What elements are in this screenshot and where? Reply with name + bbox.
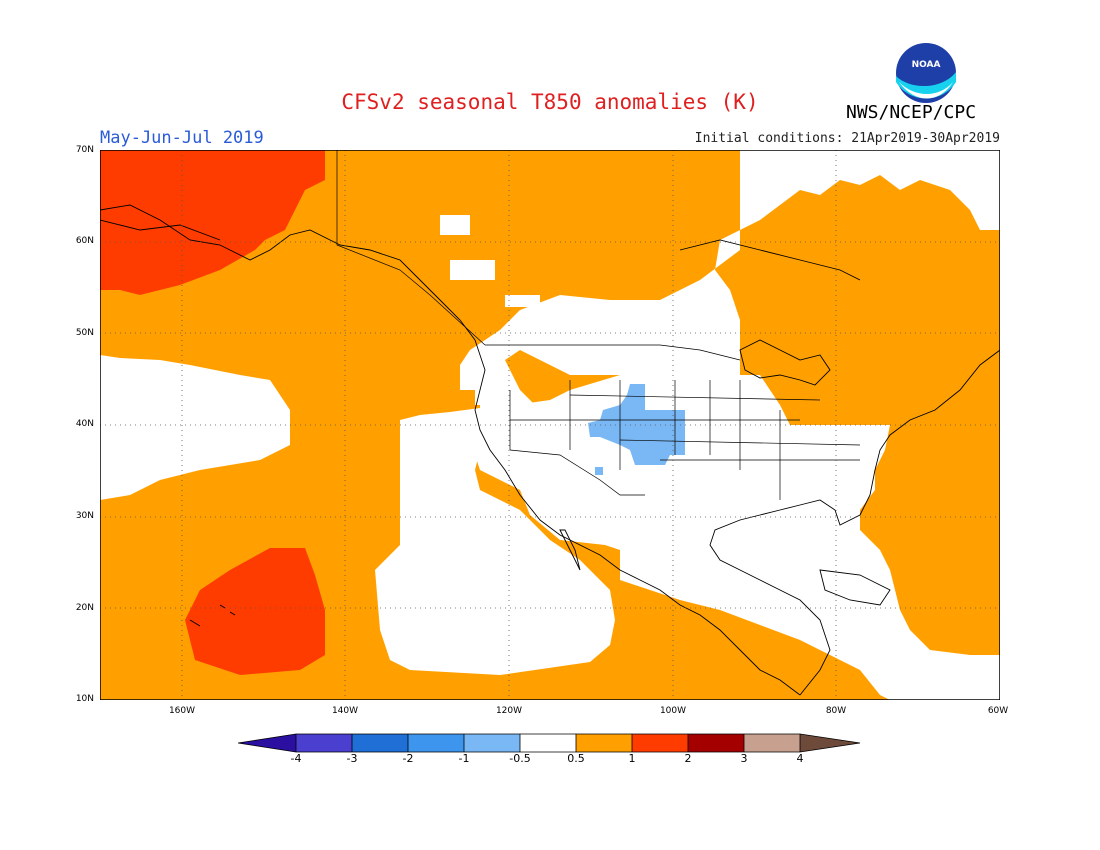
lon-label-140w: 140W: [331, 706, 359, 716]
colorbar-segment-minus3-minus2: [352, 734, 408, 752]
map-title: CFSv2 seasonal T850 anomalies (K): [341, 90, 759, 114]
lon-label-120w: 120W: [495, 706, 523, 716]
lat-label-40n: 40N: [75, 419, 94, 429]
colorbar-label-1: 1: [628, 752, 636, 765]
colorbar-label-minus1: -1: [458, 752, 470, 765]
colorbar-segment-05-1: [576, 734, 632, 752]
colorbar-label-3: 3: [740, 752, 748, 765]
colorbar-label-minus2: -2: [402, 752, 414, 765]
colorbar-segment-minus05-05: [520, 734, 576, 752]
colorbar-label-minus4: -4: [290, 752, 302, 765]
political-borders: [336, 150, 861, 500]
noaa-logo-text: NOAA: [912, 60, 941, 70]
colorbar-segment-minus4-minus3: [296, 734, 352, 752]
colorbar: [238, 733, 861, 753]
colorbar-label-05: 0.5: [567, 752, 585, 765]
anomaly-region-red-hawaii: [185, 548, 325, 675]
colorbar-segment-above-4: [800, 734, 860, 752]
lat-label-30n: 30N: [75, 511, 94, 521]
graticule: [100, 150, 1000, 700]
anomaly-region-orange-atlantic: [875, 420, 1000, 530]
lat-label-60n: 60N: [75, 236, 94, 246]
anomaly-region-white-hole-1: [440, 215, 470, 235]
lon-label-60w: 60W: [987, 706, 1009, 716]
lon-label-80w: 80W: [825, 706, 847, 716]
colorbar-label-minus05: -0.5: [509, 752, 531, 765]
anomaly-region-white-west: [100, 355, 290, 500]
colorbar-label-4: 4: [796, 752, 804, 765]
colorbar-segment-1-2: [632, 734, 688, 752]
colorbar-segment-minus2-minus1: [408, 734, 464, 752]
colorbar-segment-2-3: [688, 734, 744, 752]
lon-label-100w: 100W: [659, 706, 687, 716]
agency-label: NWS/NCEP/CPC: [846, 102, 977, 123]
anomaly-map: [100, 150, 1000, 700]
initial-conditions-label: Initial conditions: 21Apr2019-30Apr2019: [694, 131, 1000, 146]
lat-label-50n: 50N: [75, 328, 94, 338]
lon-label-160w: 160W: [168, 706, 196, 716]
season-label: May-Jun-Jul 2019: [100, 128, 264, 148]
lat-label-20n: 20N: [75, 603, 94, 613]
anomaly-region-lightblue: [588, 384, 685, 465]
colorbar-segment-3-4: [744, 734, 800, 752]
lat-label-70n: 70N: [75, 145, 94, 155]
colorbar-label-minus3: -3: [346, 752, 358, 765]
coastlines: [100, 204, 1000, 696]
colorbar-segment-minus1-minus05: [464, 734, 520, 752]
colorbar-label-2: 2: [684, 752, 692, 765]
lat-label-10n: 10N: [75, 694, 94, 704]
anomaly-region-white-hole-2: [450, 260, 495, 280]
anomaly-region-white-central: [470, 375, 1000, 700]
colorbar-segment-below-minus4: [238, 734, 296, 752]
noaa-logo: NOAA: [895, 42, 957, 108]
anomaly-region-white-hole-3: [505, 295, 540, 307]
anomaly-region-lightblue-dot: [595, 467, 603, 475]
anomaly-region-red-alaska: [100, 150, 325, 295]
